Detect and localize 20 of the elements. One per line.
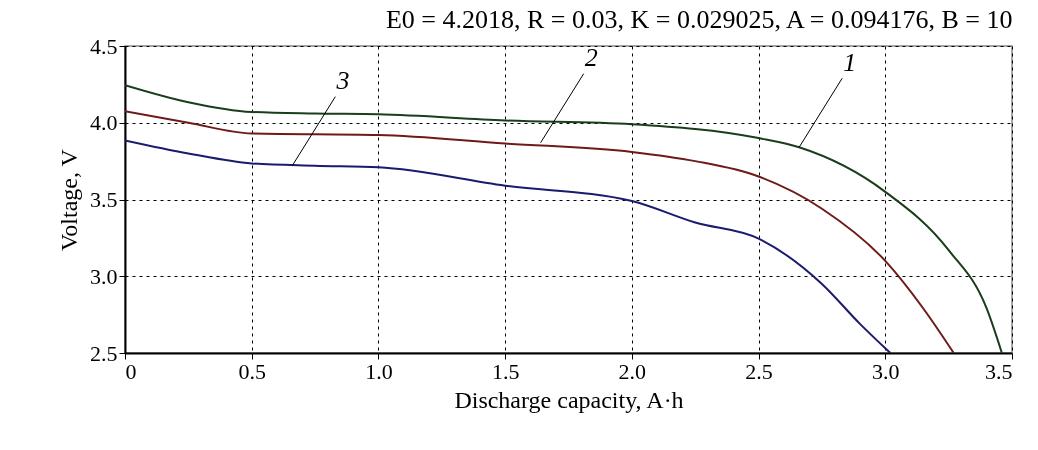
y-tick-label: 3.0 xyxy=(90,263,118,289)
chart-title: E0 = 4.2018, R = 0.03, K = 0.029025, A = 0.094176, B = 10 xyxy=(385,5,1013,34)
x-tick-label: 1.0 xyxy=(365,358,393,384)
annotation: 2 xyxy=(584,43,598,73)
x-axis-title: Discharge capacity, A·h xyxy=(454,386,684,413)
annotation: 1 xyxy=(843,47,857,77)
x-tick-label: 2.5 xyxy=(745,358,773,384)
x-tick-label: 0.5 xyxy=(238,358,266,384)
annotation: 3 xyxy=(335,66,350,96)
y-tick-label: 4.5 xyxy=(90,33,118,59)
y-tick-label: 3.5 xyxy=(90,187,118,212)
x-tick-label: 2.0 xyxy=(618,358,647,384)
y-tick-label: 2.5 xyxy=(90,340,118,366)
line-series xyxy=(125,139,892,353)
x-tick-label: 0 xyxy=(125,358,137,384)
y-axis-title: Voltage, V xyxy=(56,148,82,251)
x-tick-label: 3.5 xyxy=(985,358,1013,384)
x-tick-label: 1.5 xyxy=(491,358,520,384)
x-tick-label: 3.0 xyxy=(872,358,900,384)
y-tick-label: 4.0 xyxy=(90,110,118,136)
